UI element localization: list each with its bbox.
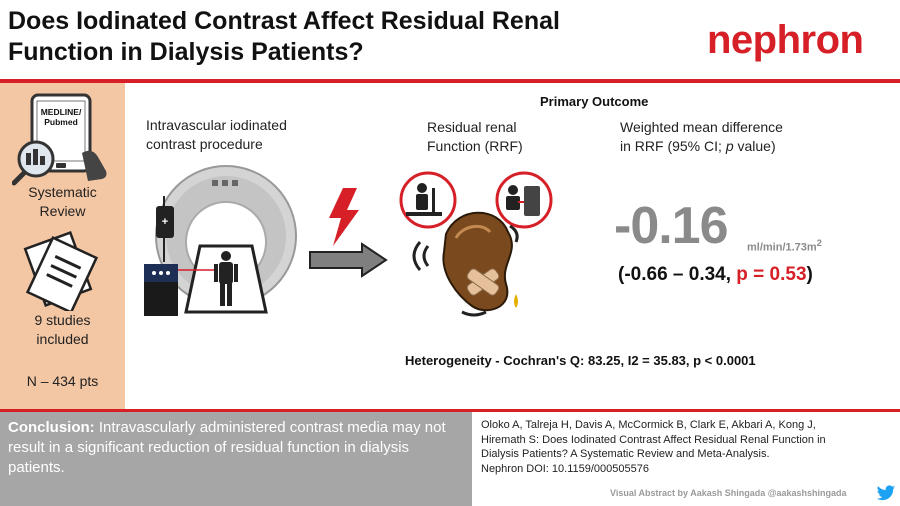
sidebar-panel: MEDLINE/ Pubmed Systematic Review 9 stud… bbox=[0, 83, 125, 409]
conclusion-box: Conclusion: Intravascularly administered… bbox=[0, 412, 472, 506]
twitter-icon[interactable] bbox=[876, 485, 896, 502]
documents-icon bbox=[23, 231, 99, 311]
effect-size-unit: ml/min/1.73m2 bbox=[747, 238, 822, 254]
tablet-text-medline: MEDLINE/ bbox=[41, 107, 82, 117]
footer-divider bbox=[0, 409, 900, 412]
confidence-interval: (-0.66 – 0.34, p = 0.53) bbox=[618, 264, 813, 285]
tablet-search-icon: MEDLINE/ Pubmed bbox=[12, 93, 107, 186]
patients-count: N – 434 pts bbox=[26, 373, 99, 389]
lightning-icon bbox=[329, 188, 359, 246]
heterogeneity-stat: Heterogeneity - Cochran's Q: 83.25, I2 =… bbox=[405, 353, 756, 368]
page-title: Does Iodinated Contrast Affect Residual … bbox=[8, 7, 560, 66]
tablet-text-pubmed: Pubmed bbox=[44, 117, 78, 127]
header-divider bbox=[0, 79, 900, 83]
arrow-icon bbox=[309, 242, 388, 278]
nephron-logo: nephron bbox=[707, 18, 864, 62]
p-value: p = 0.53 bbox=[736, 264, 807, 285]
rrf-label: Residual renal Function (RRF) bbox=[427, 119, 523, 154]
systematic-review-label: Systematic Review bbox=[28, 184, 97, 219]
primary-outcome-heading: Primary Outcome bbox=[540, 94, 649, 109]
procedure-label: Intravascular iodinated contrast procedu… bbox=[146, 117, 287, 152]
kidney-icon bbox=[399, 171, 553, 317]
studies-included-label: 9 studies included bbox=[34, 312, 91, 347]
effect-size-value: -0.16 bbox=[614, 197, 729, 255]
svg-text:+: + bbox=[162, 216, 168, 228]
ct-scanner-icon: + bbox=[144, 165, 297, 316]
author-credit: Visual Abstract by Aakash Shingada @aaka… bbox=[610, 488, 847, 498]
dialysis-icon bbox=[506, 185, 540, 216]
citation: Oloko A, Talreja H, Davis A, McCormick B… bbox=[481, 419, 826, 475]
wmd-label: Weighted mean difference in RRF (95% CI;… bbox=[620, 119, 783, 154]
